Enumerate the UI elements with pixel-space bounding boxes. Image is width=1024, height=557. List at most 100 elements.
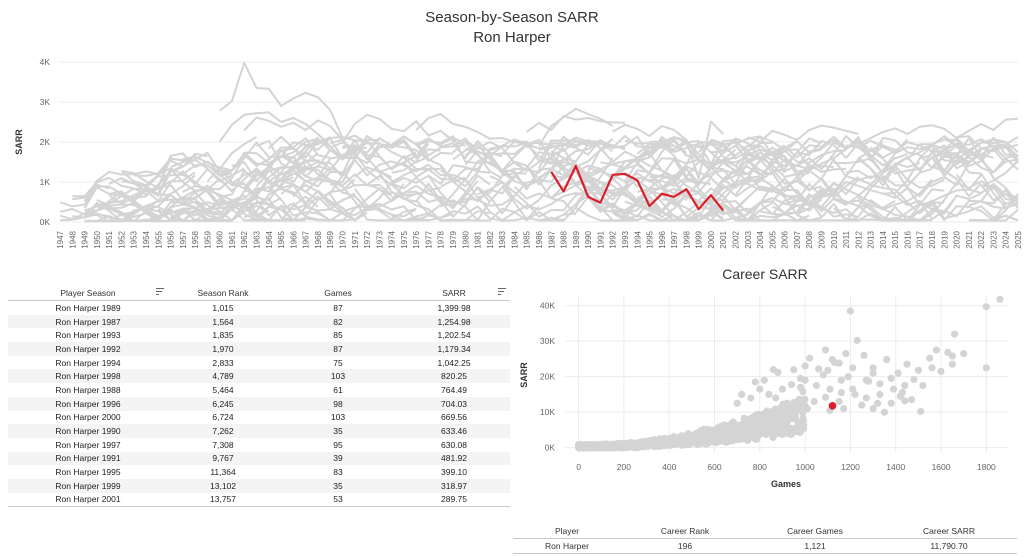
scatter-point[interactable] (708, 428, 716, 436)
scatter-point[interactable] (751, 378, 759, 386)
scatter-point[interactable] (849, 385, 857, 393)
scatter-point[interactable] (765, 419, 773, 427)
scatter-point[interactable] (819, 371, 827, 379)
scatter-point[interactable] (655, 442, 663, 450)
table-row[interactable]: Ron Harper 196 1,121 11,790.70 (513, 538, 1017, 554)
scatter-point[interactable] (780, 407, 788, 416)
scatter-point[interactable] (677, 438, 685, 446)
scatter-point[interactable] (876, 380, 884, 388)
scatter-point[interactable] (914, 366, 922, 374)
scatter-point[interactable] (725, 427, 733, 435)
scatter-point[interactable] (821, 346, 830, 354)
scatter-point[interactable] (853, 336, 861, 344)
scatter-point[interactable] (869, 364, 877, 372)
scatter-point[interactable] (594, 442, 602, 450)
scatter-point[interactable] (749, 426, 757, 434)
scatter-point[interactable] (629, 441, 637, 449)
scatter-point[interactable] (715, 437, 723, 445)
scatter-point[interactable] (579, 444, 587, 452)
scatter-point[interactable] (797, 383, 805, 391)
scatter-point[interactable] (761, 429, 769, 437)
scatter-point[interactable] (769, 366, 777, 374)
scatter-point[interactable] (787, 380, 796, 389)
scatter-point[interactable] (889, 385, 898, 393)
scatter-point[interactable] (773, 410, 782, 418)
table-row[interactable]: Ron Harper 1997 7,308 95 630.08 (8, 438, 510, 452)
scatter-point[interactable] (898, 388, 907, 396)
scatter-point[interactable] (876, 390, 884, 398)
table-row[interactable]: Ron Harper 1988 5,464 61 764.49 (8, 383, 510, 397)
table-row[interactable]: Ron Harper 2000 6,724 103 669.56 (8, 411, 510, 425)
scatter-point[interactable] (982, 303, 990, 311)
scatter-point[interactable] (826, 385, 834, 393)
scatter-point[interactable] (644, 438, 652, 446)
scatter-point[interactable] (821, 393, 830, 401)
scatter-point[interactable] (837, 389, 845, 397)
scatter-point[interactable] (616, 439, 624, 447)
scatter-point[interactable] (869, 369, 877, 377)
table-row[interactable]: Ron Harper 2001 13,757 53 289.75 (8, 492, 510, 508)
scatter-point[interactable] (678, 432, 686, 440)
scatter-point[interactable] (858, 401, 866, 409)
scatter-point[interactable] (862, 376, 870, 384)
scatter-point[interactable] (772, 429, 780, 437)
ron-harper-series-line[interactable] (550, 164, 725, 212)
scatter-point[interactable] (919, 381, 927, 390)
scatter-point[interactable] (792, 403, 800, 411)
scatter-point[interactable] (831, 358, 839, 367)
scatter-point[interactable] (738, 390, 746, 398)
scatter-point[interactable] (910, 375, 918, 384)
table-row[interactable]: Ron Harper 1993 1,835 85 1,202.54 (8, 328, 510, 342)
table-row[interactable]: Ron Harper 1987 1,564 82 1,254.98 (8, 314, 510, 329)
scatter-point[interactable] (812, 381, 820, 390)
scatter-point[interactable] (840, 405, 848, 413)
scatter-point[interactable] (799, 422, 807, 430)
scatter-point[interactable] (744, 436, 752, 445)
column-header-player-season[interactable]: Player Season (8, 285, 168, 301)
column-header-season-rank[interactable]: Season Rank (168, 285, 278, 301)
scatter-point[interactable] (960, 350, 968, 358)
scatter-point[interactable] (760, 376, 768, 384)
scatter-point[interactable] (917, 407, 925, 416)
scatter-point[interactable] (798, 396, 807, 404)
scatter-point[interactable] (701, 430, 709, 438)
scatter-point[interactable] (754, 413, 763, 421)
table-row[interactable]: Ron Harper 1989 1,015 87 1,399.98 (8, 301, 510, 315)
table-row[interactable]: Ron Harper 1994 2,833 75 1,042.25 (8, 356, 510, 370)
scatter-point[interactable] (801, 362, 809, 370)
scatter-point[interactable] (683, 440, 691, 448)
scatter-point[interactable] (849, 364, 857, 372)
column-header-career-rank[interactable]: Career Rank (621, 524, 749, 539)
scatter-point[interactable] (765, 390, 773, 398)
scatter-point[interactable] (720, 421, 728, 429)
scatter-point[interactable] (732, 423, 740, 431)
scatter-point[interactable] (815, 365, 823, 373)
scatter-point[interactable] (903, 360, 911, 368)
scatter-point[interactable] (824, 366, 832, 374)
scatter-point[interactable] (664, 436, 673, 444)
scatter-point[interactable] (636, 441, 644, 449)
scatter-point[interactable] (788, 424, 796, 433)
scatter-point[interactable] (887, 399, 895, 407)
scatter-point[interactable] (926, 354, 934, 362)
scatter-point[interactable] (887, 374, 895, 382)
scatter-point[interactable] (733, 399, 741, 407)
table-row[interactable]: Ron Harper 1992 1,970 87 1,179.34 (8, 342, 510, 356)
scatter-point[interactable] (803, 405, 811, 413)
scatter-point[interactable] (783, 400, 791, 408)
table-row[interactable]: Ron Harper 1991 9,767 39 481.92 (8, 451, 510, 466)
scatter-point[interactable] (783, 417, 791, 425)
scatter-point[interactable] (928, 364, 936, 372)
scatter-point[interactable] (740, 414, 748, 422)
column-header-career-games[interactable]: Career Games (749, 524, 881, 539)
scatter-point[interactable] (932, 346, 941, 354)
column-header-career-sarr[interactable]: Career SARR (881, 524, 1017, 539)
career-sarr-scatter-chart[interactable]: 0K 10K 20K 30K 40K 0 200 400 600 800 1000 1200 1400 1… (513, 285, 1017, 505)
scatter-point[interactable] (883, 356, 891, 364)
table-row[interactable]: Ron Harper 1996 6,245 98 704.03 (8, 396, 510, 411)
scatter-point[interactable] (860, 351, 868, 359)
sort-icon[interactable] (156, 288, 164, 296)
scatter-point[interactable] (842, 350, 850, 358)
scatter-point[interactable] (691, 430, 699, 439)
